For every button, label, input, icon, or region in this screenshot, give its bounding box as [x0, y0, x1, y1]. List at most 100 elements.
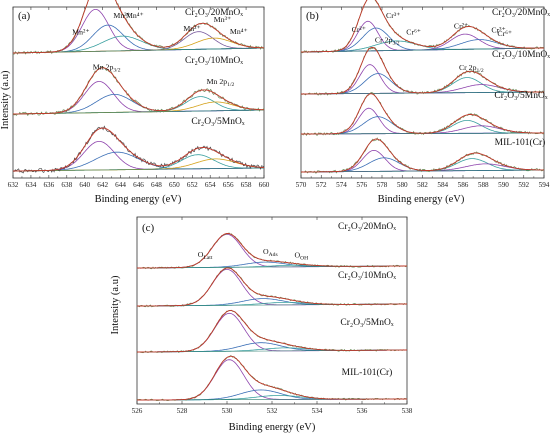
panel-a-mn-2p: 632 634 636 638 640 642 644 646 648 650 652 654 656 6…	[0, 0, 270, 205]
fit-envelope	[301, 138, 544, 173]
x-tick-label: 536	[357, 407, 368, 415]
fit-envelope	[301, 46, 544, 95]
plot-frame	[12, 6, 265, 179]
spectrum-1	[136, 232, 408, 270]
fit-envelope	[137, 267, 407, 307]
spectrum-1	[12, 0, 265, 55]
peak-annotation: Cr²⁺	[352, 25, 366, 34]
fit-component	[13, 141, 264, 172]
x-tick-label: 650	[169, 181, 180, 189]
spectrum-1	[300, 0, 545, 54]
raw-data	[136, 355, 408, 402]
series-label: Cr₂O₃/5MnOₓ	[494, 91, 547, 101]
series-label: Cr₂O₃/20MnOₓ	[338, 222, 396, 232]
panel-c-o-1s: 526 528 530 532 534 536 538 Binding energy (eV)…	[110, 216, 413, 433]
spectrum-2	[300, 46, 545, 96]
peak-annotation: Mn²⁺	[72, 27, 89, 36]
panel-label: (b)	[306, 10, 319, 22]
x-tick-label: 592	[518, 181, 529, 189]
fit-component	[301, 149, 544, 173]
fit-envelope	[13, 0, 264, 54]
peak-annotation: Cr⁶⁺	[497, 29, 512, 38]
fit-envelope	[301, 0, 544, 53]
series-label: Cr₂O₃/10MnOₓ	[492, 50, 550, 60]
x-tick-label: 590	[498, 181, 509, 189]
x-tick-label: 644	[115, 181, 126, 189]
x-tick-label: 646	[133, 181, 144, 189]
peak-annotation: Mn 2p1/2	[207, 77, 235, 88]
series-label: Cr₂O₃/20MnOₓ	[492, 8, 550, 18]
fit-envelope	[137, 355, 407, 401]
series-label: Cr₂O₃/5MnOₓ	[340, 318, 393, 328]
x-tick-label: 538	[402, 407, 413, 415]
series-label: Cr₂O₃/10MnOₓ	[185, 56, 243, 66]
peak-annotation: Cr 2p3/2	[375, 36, 400, 47]
x-tick-label: 580	[397, 181, 408, 189]
x-tick-label: 660	[259, 181, 270, 189]
y-axis-title: Intensity (a.u)	[110, 275, 121, 334]
fit-envelope	[137, 233, 407, 269]
x-tick-label: 656	[223, 181, 234, 189]
spectrum-3	[12, 125, 265, 174]
fit-envelope	[301, 93, 544, 135]
series-label: MIL-101(Cr)	[495, 137, 546, 148]
peak-annotation: Mn³⁺	[214, 15, 231, 24]
peak-annotation: Mn 2p3/2	[93, 63, 121, 74]
x-tick-label: 658	[241, 181, 252, 189]
x-tick-label: 576	[356, 181, 367, 189]
x-tick-label: 530	[222, 407, 233, 415]
x-tick-label: 594	[539, 181, 550, 189]
peak-annotation: Mn⁴⁺	[230, 27, 248, 36]
spectrum-4	[136, 355, 408, 402]
x-tick-label: 526	[132, 407, 143, 415]
x-tick-label: 632	[8, 181, 19, 189]
spectrum-4	[300, 137, 545, 174]
x-tick-label: 574	[336, 181, 347, 189]
x-tick-label: 584	[437, 181, 448, 189]
peak-annotation: OAds	[263, 247, 278, 258]
x-axis-title: Binding energy (eV)	[378, 194, 465, 205]
fit-component	[301, 120, 544, 135]
peak-annotation: Cr 2p1/2	[459, 63, 484, 74]
peak-annotation: Cr³⁺	[386, 11, 400, 20]
x-tick-label: 570	[296, 181, 307, 189]
x-tick-label: 588	[478, 181, 489, 189]
spectrum-2	[12, 66, 265, 117]
peak-annotation: OOH	[295, 250, 309, 261]
x-tick-label: 648	[151, 181, 162, 189]
x-axis-title: Binding energy (eV)	[229, 422, 316, 433]
peak-annotation: Cr³⁺	[491, 26, 505, 35]
series-label: Cr₂O₃/10MnOₓ	[338, 271, 396, 281]
x-tick-label: 534	[312, 407, 323, 415]
x-tick-label: 532	[267, 407, 278, 415]
spectrum-2	[136, 267, 408, 308]
spectrum-3	[300, 92, 545, 136]
x-tick-label: 640	[79, 181, 90, 189]
x-tick-label: 582	[417, 181, 428, 189]
peak-annotation: Mn²⁺	[183, 24, 200, 33]
fit-component	[13, 158, 264, 172]
panel-label: (a)	[18, 10, 31, 22]
raw-data	[136, 232, 408, 270]
series-label: Cr₂O₃/20MnOₓ	[185, 8, 243, 18]
x-tick-label: 636	[43, 181, 54, 189]
raw-data	[136, 309, 408, 354]
peak-annotation: Mn⁴⁺	[126, 11, 144, 20]
fit-envelope	[13, 67, 265, 115]
panel-b-cr-2p: 570 572 574 576 578 580 582 584 586 588 590 592 594 B…	[296, 0, 550, 205]
peak-annotation: Cr²⁺	[454, 22, 468, 31]
fit-envelope	[13, 127, 264, 172]
peak-annotation: Cr⁶⁺	[406, 27, 421, 36]
series-label: MIL-101(Cr)	[342, 367, 393, 378]
x-tick-label: 638	[61, 181, 72, 189]
fit-component	[137, 359, 407, 401]
x-tick-label: 654	[205, 181, 216, 189]
x-axis-title: Binding energy (eV)	[95, 194, 182, 205]
x-tick-label: 642	[97, 181, 108, 189]
x-tick-label: 578	[377, 181, 388, 189]
x-tick-label: 586	[458, 181, 469, 189]
x-tick-label: 634	[26, 181, 37, 189]
y-axis-title: Intensity (a.u)	[0, 70, 11, 129]
x-tick-label: 572	[316, 181, 327, 189]
